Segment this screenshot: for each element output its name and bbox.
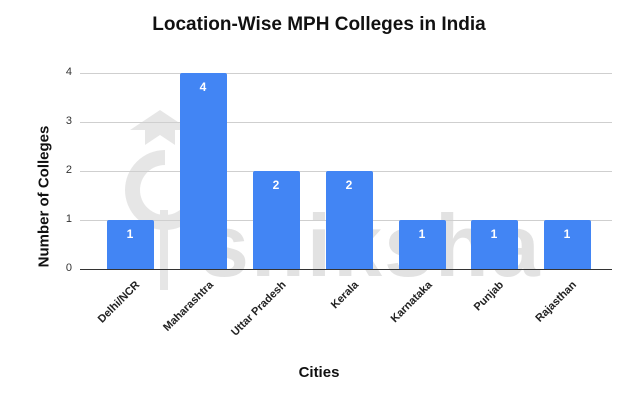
bar-value-label: 1 (563, 227, 571, 241)
x-tick-label: Punjab (472, 279, 507, 314)
bar-value-label: 1 (418, 227, 426, 241)
bar: 2 (252, 171, 300, 269)
bar: 1 (470, 220, 518, 269)
chart-title: Location-Wise MPH Colleges in India (152, 14, 486, 35)
y-tick: 2 (65, 164, 72, 176)
y-axis-label: Number of Colleges (35, 125, 53, 268)
x-tick-label: Karnataka (388, 279, 435, 326)
y-tick: 1 (65, 213, 72, 225)
x-axis-label: Cities (298, 364, 340, 381)
gridline-4 (80, 73, 612, 74)
bar-value-label: 2 (345, 178, 353, 192)
bar: 1 (398, 220, 446, 269)
x-tick-label: Rajasthan (533, 279, 580, 325)
y-tick: 4 (65, 66, 72, 78)
bar: 4 (179, 73, 227, 269)
x-tick-label: Delhi/NCR (95, 279, 143, 326)
x-tick-label: Kerala (329, 279, 362, 312)
bar-value-label: 4 (199, 80, 207, 94)
bar-value-label: 2 (272, 178, 280, 192)
bar-value-label: 1 (126, 227, 134, 241)
x-axis-line (80, 269, 612, 270)
bar-value-label: 1 (490, 227, 498, 241)
bar: 1 (543, 220, 591, 269)
y-tick: 3 (65, 115, 72, 127)
bar: 1 (106, 220, 154, 269)
y-tick: 0 (65, 262, 72, 274)
gridline-3 (80, 122, 612, 123)
x-tick-label: Maharashtra (160, 279, 216, 334)
bar: 2 (325, 171, 373, 269)
x-tick-label: Uttar Pradesh (228, 279, 289, 339)
